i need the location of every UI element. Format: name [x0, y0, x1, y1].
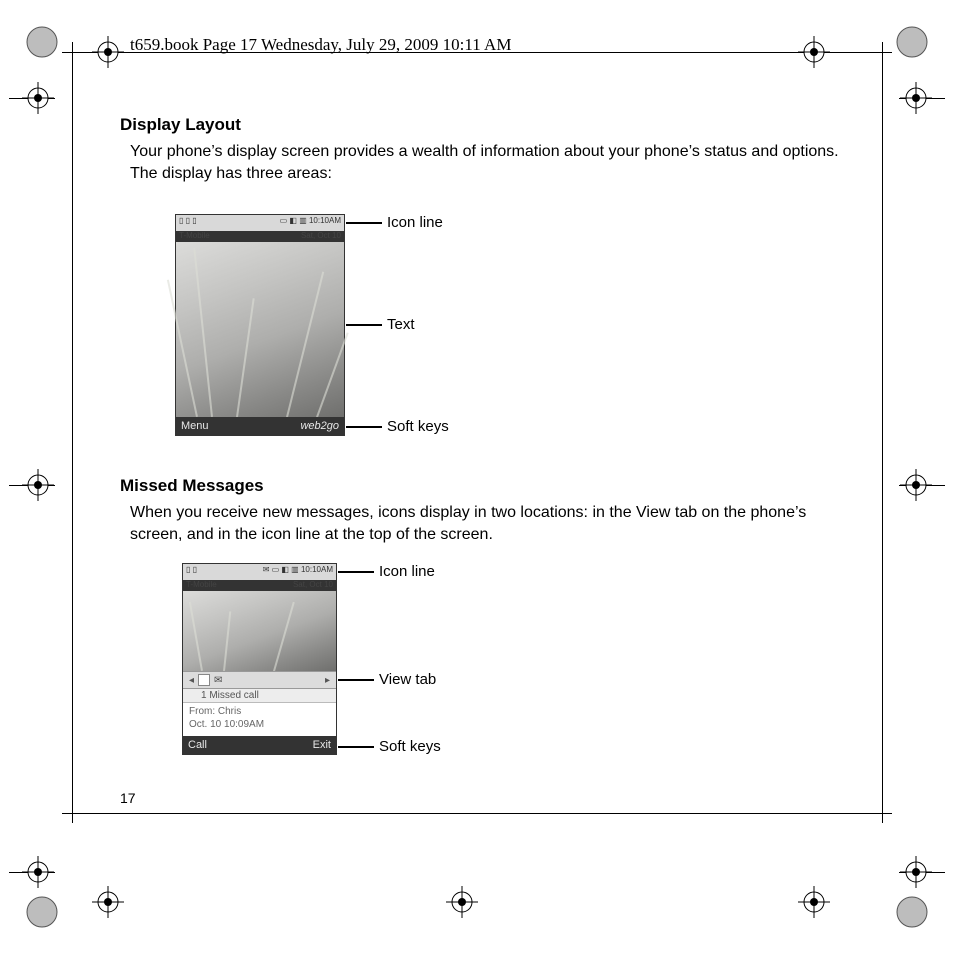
crosshair-mark — [92, 36, 124, 68]
callout-line — [346, 426, 382, 428]
phone2-soft-left: Call — [188, 739, 207, 751]
crop-line-bottom — [62, 813, 892, 814]
phone2-soft-right: Exit — [313, 739, 331, 751]
page-content: Display Layout Your phone’s display scre… — [120, 115, 840, 773]
phone-screenshot-1: ▯ ▯ ▯ ▭ ◧ ▥ 10:10AM T-Mobile Sat, Oct 10… — [175, 214, 345, 436]
tab-chip-icon — [198, 674, 210, 686]
callout-line — [338, 746, 374, 748]
crop-line-right — [882, 42, 883, 823]
crosshair-mark — [900, 469, 932, 501]
phone2-date: Sat, Oct 10 — [293, 580, 333, 589]
phone2-from-time: Oct. 10 10:09AM — [189, 719, 330, 732]
phone1-subbar: T-Mobile Sat, Oct 10 — [176, 231, 344, 242]
callout-line — [346, 324, 382, 326]
phone1-wallpaper — [176, 242, 344, 417]
callout-line — [338, 679, 374, 681]
phone2-carrier: T-Mobile — [186, 580, 217, 589]
callout-text: Text — [387, 316, 415, 333]
crop-line-left — [72, 42, 73, 823]
callout-soft-keys: Soft keys — [387, 418, 449, 435]
crosshair-mark — [22, 469, 54, 501]
body-display-layout: Your phone’s display screen provides a w… — [130, 141, 840, 184]
crosshair-mark — [92, 886, 124, 918]
callout-view-tab: View tab — [379, 671, 436, 688]
phone2-subbar: T-Mobile Sat, Oct 10 — [183, 580, 336, 591]
phone1-time: 10:10AM — [309, 216, 341, 225]
registration-mark — [26, 896, 58, 928]
crosshair-mark — [900, 82, 932, 114]
callout-soft-keys-2: Soft keys — [379, 738, 441, 755]
phone1-icon-bar: ▯ ▯ ▯ ▭ ◧ ▥ 10:10AM — [176, 215, 344, 231]
envelope-icon: ✉ — [214, 675, 222, 686]
registration-mark — [896, 896, 928, 928]
running-header: t659.book Page 17 Wednesday, July 29, 20… — [130, 35, 511, 55]
phone2-icon-bar: ▯ ▯ ✉ ▭ ◧ ▥ 10:10AM — [183, 564, 336, 580]
chevron-right-icon: ▸ — [325, 675, 330, 686]
crosshair-mark — [22, 82, 54, 114]
crosshair-mark — [446, 886, 478, 918]
phone2-time: 10:10AM — [301, 565, 333, 574]
phone2-view-tab: ◂ ✉ ▸ — [183, 671, 336, 689]
chevron-left-icon: ◂ — [189, 675, 194, 686]
phone-screenshot-2: ▯ ▯ ✉ ▭ ◧ ▥ 10:10AM T-Mobile Sat, Oct 10… — [182, 563, 337, 755]
phone1-date: Sat, Oct 10 — [301, 231, 341, 240]
callout-line — [338, 571, 374, 573]
crosshair-mark — [900, 856, 932, 888]
registration-mark — [26, 26, 58, 58]
callout-icon-line: Icon line — [387, 214, 443, 231]
phone2-wallpaper — [183, 591, 336, 671]
phone2-softkey-bar: Call Exit — [183, 736, 336, 754]
phone1-soft-right: web2go — [300, 420, 339, 432]
phone1-carrier: T-Mobile — [179, 231, 210, 240]
phone2-missed-header: 1 Missed call — [183, 689, 336, 703]
heading-missed-messages: Missed Messages — [120, 476, 840, 496]
page-number: 17 — [120, 790, 136, 806]
phone2-from-name: From: Chris — [189, 706, 330, 719]
crosshair-mark — [798, 886, 830, 918]
phone1-soft-left: Menu — [181, 420, 209, 432]
body-missed-messages: When you receive new messages, icons dis… — [130, 502, 840, 545]
phone2-from-block: From: Chris Oct. 10 10:09AM — [183, 703, 336, 738]
registration-mark — [896, 26, 928, 58]
crosshair-mark — [798, 36, 830, 68]
phone1-softkey-bar: Menu web2go — [176, 417, 344, 435]
figure-missed-messages: ▯ ▯ ✉ ▭ ◧ ▥ 10:10AM T-Mobile Sat, Oct 10… — [182, 563, 840, 773]
callout-line — [346, 222, 382, 224]
crosshair-mark — [22, 856, 54, 888]
figure-display-layout: ▯ ▯ ▯ ▭ ◧ ▥ 10:10AM T-Mobile Sat, Oct 10… — [175, 214, 840, 454]
callout-icon-line-2: Icon line — [379, 563, 435, 580]
heading-display-layout: Display Layout — [120, 115, 840, 135]
